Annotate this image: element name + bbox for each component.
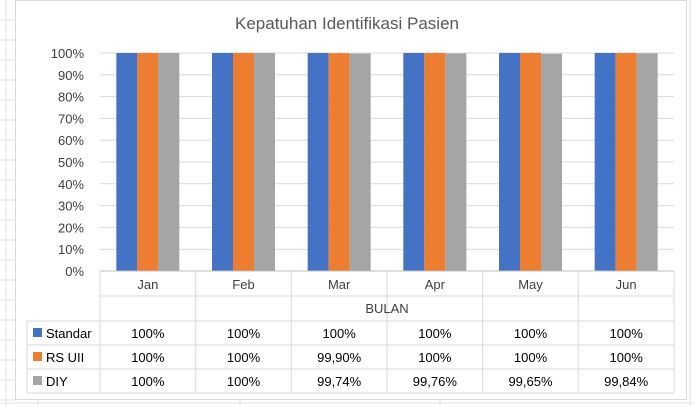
- data-label: 99,76%: [413, 374, 458, 389]
- bar: [594, 53, 616, 271]
- bar: [541, 53, 562, 271]
- gridlines: [100, 52, 674, 272]
- y-tick-label: 20%: [58, 220, 84, 235]
- data-table: Jan Feb Mar Apr May Jun Standar 100% 100% 100% 100…: [26, 270, 675, 394]
- data-label: 100%: [131, 374, 165, 389]
- data-label: 100%: [131, 326, 165, 341]
- legend-key: [33, 328, 42, 337]
- y-tick-label: 80%: [58, 90, 84, 105]
- data-label: 100%: [227, 350, 261, 365]
- y-axis: 0% 10% 20% 30% 40% 50% 60% 70% 80% 90% 100%: [51, 46, 85, 279]
- data-label: 100%: [227, 374, 261, 389]
- data-label: 99,65%: [508, 374, 553, 389]
- bar: [499, 53, 520, 271]
- bar: [233, 53, 254, 271]
- y-tick-label: 100%: [51, 46, 85, 61]
- y-tick-label: 60%: [58, 133, 84, 148]
- data-label: 100%: [418, 350, 452, 365]
- bars: [116, 53, 658, 272]
- series-name: DIY: [46, 374, 68, 389]
- bar: [137, 53, 159, 271]
- series-name: Standar: [46, 326, 92, 341]
- x-tick-label: May: [518, 277, 543, 292]
- data-label: 99,84%: [604, 374, 649, 389]
- bar: [520, 53, 541, 271]
- y-tick-label: 30%: [58, 199, 84, 214]
- x-tick-label: Jun: [616, 277, 637, 292]
- data-label: 100%: [514, 350, 548, 365]
- y-tick-label: 40%: [58, 177, 84, 192]
- bar: [424, 53, 446, 271]
- data-label: 100%: [514, 326, 548, 341]
- data-label: 100%: [418, 326, 452, 341]
- data-label: 99,74%: [317, 374, 362, 389]
- bar: [403, 53, 425, 271]
- bar: [212, 53, 233, 271]
- data-label: 99,90%: [317, 350, 362, 365]
- data-label: 100%: [610, 350, 644, 365]
- bar: [615, 53, 637, 271]
- series-name: RS UII: [46, 350, 84, 365]
- x-tick-label: Mar: [328, 277, 351, 292]
- y-tick-label: 10%: [58, 242, 84, 257]
- bar: [158, 53, 180, 271]
- bar: [445, 53, 467, 272]
- x-tick-label: Apr: [425, 277, 446, 292]
- bar: [349, 53, 371, 271]
- bar: [307, 53, 329, 271]
- x-tick-label: Feb: [232, 277, 254, 292]
- y-tick-label: 70%: [58, 111, 84, 126]
- bar: [328, 53, 350, 271]
- x-axis-title: BULAN: [365, 301, 408, 316]
- data-label: 100%: [610, 326, 644, 341]
- data-label: 100%: [323, 326, 357, 341]
- data-label: 100%: [227, 326, 261, 341]
- x-tick-label: Jan: [137, 277, 158, 292]
- bar: [254, 53, 275, 271]
- legend-key: [33, 352, 42, 361]
- chart-title: Kepatuhan Identifikasi Pasien: [235, 14, 459, 33]
- data-label: 100%: [131, 350, 165, 365]
- y-tick-label: 0%: [65, 264, 84, 279]
- y-tick-label: 90%: [58, 68, 84, 83]
- legend-key: [33, 376, 42, 385]
- bar: [636, 53, 658, 271]
- bar: [116, 53, 138, 271]
- y-tick-label: 50%: [58, 155, 84, 170]
